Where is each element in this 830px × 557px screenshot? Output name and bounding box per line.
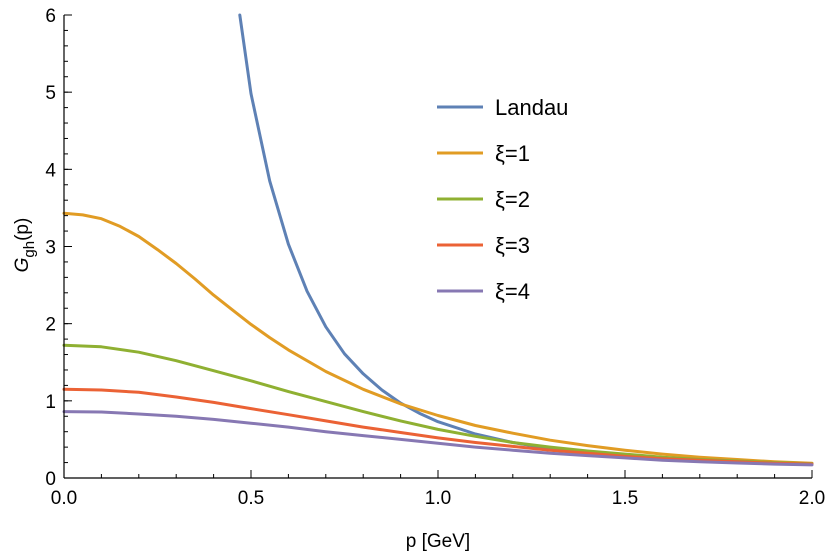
series-line-2 bbox=[62, 343, 814, 466]
y-tick-label: 0 bbox=[45, 469, 56, 490]
ticks: 0.0 0.5 1.0 1.5 2.0 0 1 2 3 4 5 6 bbox=[45, 6, 825, 509]
y-tick-label: 1 bbox=[45, 392, 56, 413]
legend-label-4: ξ=4 bbox=[495, 279, 530, 304]
x-tick-label: 0.5 bbox=[238, 488, 264, 509]
y-tick-label: 4 bbox=[45, 160, 56, 181]
legend-label-2: ξ=2 bbox=[495, 187, 530, 212]
series-layer bbox=[62, 13, 814, 467]
series-line-3 bbox=[62, 387, 814, 466]
y-axis-label-sub: gh bbox=[21, 241, 38, 258]
y-axis-label-suffix: (p) bbox=[12, 218, 33, 241]
x-tick-label: 2.0 bbox=[799, 488, 825, 509]
legend-label-0: Landau bbox=[495, 95, 568, 120]
x-tick-label: 0.0 bbox=[51, 488, 77, 509]
x-tick-label: 1.5 bbox=[612, 488, 638, 509]
y-axis-label: Ggh(p) bbox=[12, 218, 38, 273]
series-line-1 bbox=[62, 211, 814, 465]
y-axis-label-main: G bbox=[12, 258, 33, 273]
legend-label-3: ξ=3 bbox=[495, 233, 530, 258]
y-tick-label: 5 bbox=[45, 83, 56, 104]
legend-label-1: ξ=1 bbox=[495, 141, 530, 166]
x-tick-label: 1.0 bbox=[425, 488, 451, 509]
series-line-4 bbox=[62, 410, 814, 467]
y-tick-label: 3 bbox=[45, 238, 56, 259]
y-tick-label: 2 bbox=[45, 315, 56, 336]
x-axis-label: p [GeV] bbox=[406, 531, 470, 552]
legend: Landau ξ=1 ξ=2 ξ=3 ξ=4 bbox=[437, 95, 568, 304]
y-tick-label: 6 bbox=[45, 6, 56, 27]
